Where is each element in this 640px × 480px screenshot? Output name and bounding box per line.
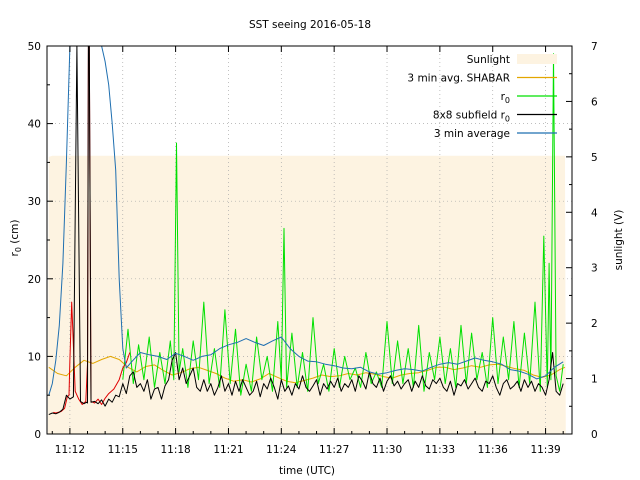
x-tick-label: 11:12: [55, 444, 85, 456]
y-axis-label: r0 (cm): [9, 220, 23, 257]
x-tick-label: 11:24: [266, 444, 297, 456]
y2-tick-label: 2: [591, 318, 598, 330]
y2-tick-label: 7: [591, 41, 598, 53]
legend-label: 3 min avg. SHABAR: [407, 73, 510, 85]
y-axis-label-sub: 0: [14, 247, 23, 252]
y2-tick-label: 1: [591, 374, 598, 386]
ticks-layer: 11:12 11:15 11:18 11:21 11:24 11:27 11:30 11:33…: [28, 41, 598, 456]
x-tick-label: 11:39: [530, 444, 560, 456]
y-axis-label-main: r: [9, 251, 21, 256]
legend-label-main: 3 min average: [434, 128, 510, 140]
legend-item: Sunlight: [467, 54, 557, 66]
legend-item: 3 min average: [434, 128, 557, 140]
y2-tick-label: 3: [591, 263, 598, 275]
y-tick-label: 0: [34, 429, 41, 441]
y-tick-label: 10: [28, 351, 41, 363]
legend-label-main: 8x8 subfield r: [433, 110, 506, 122]
legend-label: 3 min average: [434, 128, 510, 140]
legend-item: 8x8 subfield r0: [433, 110, 557, 124]
x-tick-label: 11:18: [160, 444, 190, 456]
legend-item: 3 min avg. SHABAR: [407, 73, 557, 85]
legend-swatch-box: [517, 54, 557, 64]
y2-tick-label: 4: [591, 207, 598, 219]
y-tick-label: 50: [28, 41, 41, 53]
legend-label-main: r: [501, 91, 506, 103]
y-tick-label: 30: [28, 196, 41, 208]
legend-label-sub: 0: [505, 96, 510, 105]
grid: [47, 45, 572, 435]
y-axis-label-unit: (cm): [9, 220, 21, 248]
y2-tick-label: 5: [591, 152, 598, 164]
legend-label-sub: 0: [505, 115, 510, 124]
x-tick-label: 11:21: [213, 444, 243, 456]
x-tick-label: 11:36: [478, 444, 509, 456]
x-axis-label: time (UTC): [279, 465, 335, 477]
legend-label: r0: [501, 91, 510, 105]
x-tick-label: 11:15: [108, 444, 138, 456]
y2-axis-label: sunlight (V): [613, 210, 625, 271]
legend-label: 8x8 subfield r0: [433, 110, 510, 124]
legend-label-main: 3 min avg. SHABAR: [407, 73, 510, 85]
legend-label-main: Sunlight: [467, 54, 510, 66]
legend-label: Sunlight: [467, 54, 510, 66]
legend-item: r0: [501, 91, 557, 105]
x-tick-label: 11:30: [372, 444, 402, 456]
chart-title: SST seeing 2016-05-18: [249, 19, 371, 31]
y2-tick-label: 6: [591, 96, 598, 108]
plot-area: [47, 46, 572, 434]
y-tick-label: 40: [28, 119, 41, 131]
x-tick-label: 11:27: [319, 444, 349, 456]
x-tick-label: 11:33: [425, 444, 455, 456]
y2-tick-label: 0: [591, 429, 598, 441]
r0-series-line: [122, 53, 564, 396]
y-tick-label: 20: [28, 274, 41, 286]
subfield-r0-series-line: [48, 45, 564, 416]
